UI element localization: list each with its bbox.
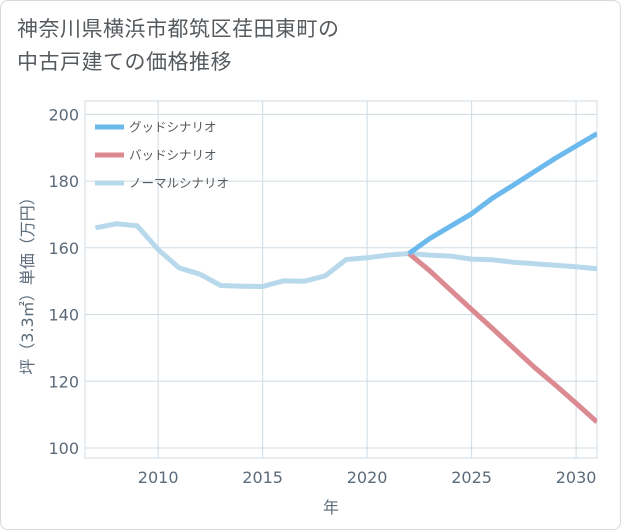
x-axis-title: 年 bbox=[323, 498, 339, 517]
x-tick-label-2015: 2015 bbox=[242, 468, 283, 487]
axes: 2010 2015 2020 2025 2030 100 120 140 160 180 200 bbox=[48, 105, 596, 487]
legend-label-0[interactable]: グッドシナリオ bbox=[129, 120, 217, 135]
plot-frame bbox=[84, 100, 598, 459]
y-tick-label-200: 200 bbox=[48, 105, 79, 124]
chart-title: 神奈川県横浜市都筑区荏田東町の 中古戸建ての価格推移 bbox=[17, 13, 340, 79]
y-tick-label-180: 180 bbox=[48, 172, 79, 191]
series-line-2 bbox=[94, 221, 597, 289]
legend-label-1[interactable]: バッドシナリオ bbox=[129, 148, 217, 163]
grid bbox=[84, 100, 598, 459]
legend-label-2[interactable]: ノーマルシナリオ bbox=[129, 176, 229, 191]
x-tick-label-2020: 2020 bbox=[347, 468, 388, 487]
series-line-1 bbox=[407, 251, 597, 424]
series-lines bbox=[94, 131, 597, 424]
chart-title-line-1: 神奈川県横浜市都筑区荏田東町の bbox=[17, 17, 340, 41]
y-tick-label-140: 140 bbox=[48, 306, 79, 325]
x-tick-label-2025: 2025 bbox=[451, 468, 492, 487]
y-axis-title: 坪（3.3㎡）単価（万円） bbox=[18, 189, 37, 374]
series-line-0 bbox=[407, 131, 597, 256]
x-tick-label-2030: 2030 bbox=[556, 468, 597, 487]
chart-title-line-2: 中古戸建ての価格推移 bbox=[17, 50, 232, 74]
y-tick-label-160: 160 bbox=[48, 239, 79, 258]
x-tick-label-2010: 2010 bbox=[138, 468, 179, 487]
y-tick-label-120: 120 bbox=[48, 372, 79, 391]
y-tick-label-100: 100 bbox=[48, 439, 79, 458]
